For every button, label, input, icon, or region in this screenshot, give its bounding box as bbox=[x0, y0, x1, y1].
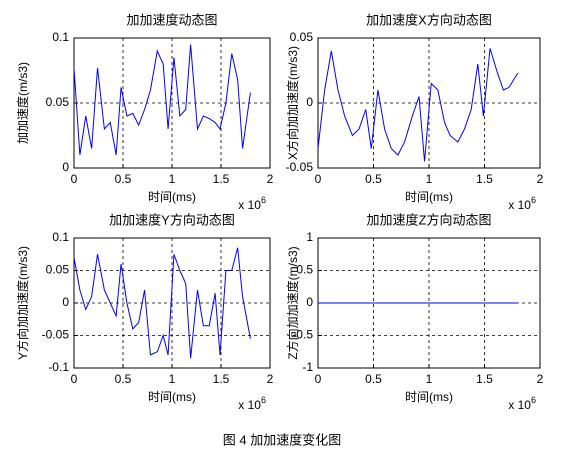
x-tick-label: 0 bbox=[71, 172, 78, 186]
y-axis-label: Y方向加加速度(m/s3) bbox=[15, 246, 30, 360]
x-tick-label: 1.5 bbox=[476, 372, 493, 386]
x-tick-label: 2 bbox=[537, 372, 544, 386]
x-tick-label: 2 bbox=[267, 372, 274, 386]
x-multiplier: x 106 bbox=[238, 395, 266, 412]
y-tick-label: 0 bbox=[306, 295, 313, 309]
x-axis-label: 时间(ms) bbox=[148, 190, 196, 204]
y-tick-label: 0.1 bbox=[52, 230, 69, 244]
x-tick-label: 2 bbox=[267, 172, 274, 186]
x-multiplier: x 106 bbox=[508, 395, 536, 412]
y-tick-label: 0 bbox=[62, 295, 69, 309]
x-tick-label: 1 bbox=[426, 172, 433, 186]
y-tick-label: 0.05 bbox=[290, 30, 314, 44]
y-tick-label: -0.05 bbox=[42, 328, 70, 342]
axes-frame bbox=[73, 237, 271, 369]
y-tick-label: -0.05 bbox=[286, 160, 314, 174]
caption: 图 4 加加速度变化图 bbox=[223, 432, 341, 447]
multiplier-base: x 10 bbox=[508, 398, 531, 412]
multiplier-base: x 10 bbox=[508, 198, 531, 212]
multiplier-exponent: 6 bbox=[531, 395, 536, 405]
y-tick-label: 0 bbox=[306, 95, 313, 109]
multiplier-exponent: 6 bbox=[261, 195, 266, 205]
y-tick-label: -0.5 bbox=[292, 328, 313, 342]
axes-frame bbox=[317, 37, 541, 169]
x-axis-label: 时间(ms) bbox=[405, 190, 453, 204]
y-tick-label: 0.05 bbox=[46, 95, 70, 109]
x-tick-label: 1 bbox=[169, 372, 176, 386]
chart-title: 加加速度Y方向动态图 bbox=[109, 212, 235, 227]
x-tick-label: 0.5 bbox=[115, 372, 132, 386]
y-axis-label: X方向加加速度(m/s3) bbox=[285, 46, 300, 160]
x-tick-label: 2 bbox=[537, 172, 544, 186]
x-tick-label: 0.5 bbox=[365, 172, 382, 186]
y-tick-label: 0 bbox=[62, 160, 69, 174]
x-tick-label: 1 bbox=[169, 172, 176, 186]
x-tick-label: 0 bbox=[315, 372, 322, 386]
y-tick-label: -0.1 bbox=[48, 360, 69, 374]
x-multiplier: x 106 bbox=[508, 195, 536, 212]
chart-title: 加加速度Z方向动态图 bbox=[367, 212, 492, 227]
multiplier-exponent: 6 bbox=[531, 195, 536, 205]
x-axis-label: 时间(ms) bbox=[148, 390, 196, 404]
chart-title: 加加速度动态图 bbox=[126, 12, 217, 27]
y-axis-label: Z方向加加速度(m/s3) bbox=[285, 246, 300, 359]
y-axis-label: 加加速度(m/s3) bbox=[15, 62, 30, 144]
chart-title: 加加速度X方向动态图 bbox=[366, 12, 492, 27]
x-tick-label: 1.5 bbox=[476, 172, 493, 186]
x-tick-label: 1 bbox=[426, 372, 433, 386]
multiplier-exponent: 6 bbox=[261, 395, 266, 405]
y-tick-label: 0.05 bbox=[46, 263, 70, 277]
multiplier-base: x 10 bbox=[238, 398, 261, 412]
x-tick-label: 0 bbox=[71, 372, 78, 386]
x-tick-label: 0 bbox=[315, 172, 322, 186]
x-tick-label: 0.5 bbox=[365, 372, 382, 386]
x-tick-label: 1.5 bbox=[213, 372, 230, 386]
x-axis-label: 时间(ms) bbox=[405, 390, 453, 404]
x-tick-label: 0.5 bbox=[115, 172, 132, 186]
y-tick-label: 1 bbox=[306, 230, 313, 244]
x-tick-label: 1.5 bbox=[213, 172, 230, 186]
multiplier-base: x 10 bbox=[238, 198, 261, 212]
y-tick-label: 0.1 bbox=[52, 30, 69, 44]
data-line bbox=[73, 247, 251, 359]
data-line bbox=[73, 44, 251, 156]
y-tick-label: -1 bbox=[302, 360, 313, 374]
x-multiplier: x 106 bbox=[238, 195, 266, 212]
data-line bbox=[317, 48, 519, 162]
y-tick-label: 0.5 bbox=[296, 263, 313, 277]
axes-frame bbox=[73, 37, 271, 169]
